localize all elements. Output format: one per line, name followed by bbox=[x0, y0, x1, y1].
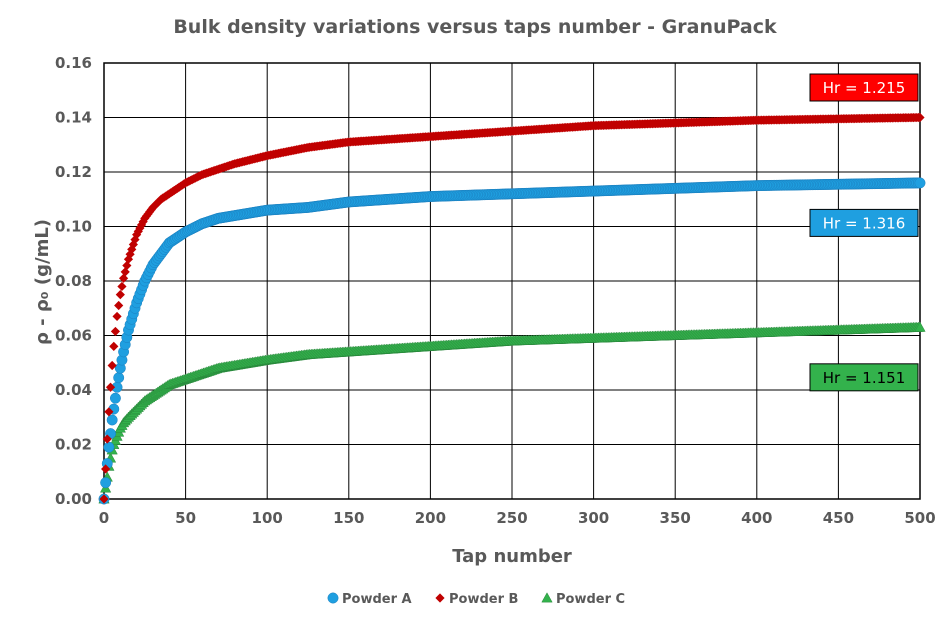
y-tick-label: 0.12 bbox=[55, 163, 92, 181]
series-powder-c bbox=[98, 321, 926, 504]
legend-item-powder-a: Powder A bbox=[327, 592, 412, 607]
x-axis-ticks: 0 50 100 150 200 250 300 350 400 450 500 bbox=[99, 509, 936, 527]
x-tick-label: 250 bbox=[496, 509, 527, 527]
powder-b-point bbox=[104, 407, 114, 417]
y-tick-label: 0.16 bbox=[55, 54, 92, 72]
annotation-layer: Hr = 1.316 Hr = 1.215 Hr = 1.151 bbox=[809, 73, 919, 392]
x-tick-label: 450 bbox=[823, 509, 854, 527]
chart-title: Bulk density variations versus taps numb… bbox=[173, 16, 777, 38]
annotation-text: Hr = 1.215 bbox=[823, 79, 906, 97]
powder-b-point bbox=[115, 290, 125, 300]
powder-a-point bbox=[103, 441, 115, 453]
x-tick-label: 150 bbox=[333, 509, 364, 527]
powder-b-point bbox=[114, 300, 124, 311]
powder-b-point bbox=[123, 254, 134, 264]
powder-b-point bbox=[120, 267, 130, 277]
powder-b-point bbox=[101, 464, 111, 474]
annotation-powder-a: Hr = 1.316 bbox=[809, 208, 919, 237]
x-axis-label: Tap number bbox=[452, 546, 572, 567]
powder-a-point bbox=[100, 477, 112, 489]
legend: Powder A Powder B Powder C bbox=[327, 592, 625, 607]
annotation-box bbox=[809, 208, 919, 237]
powder-b-point bbox=[915, 112, 925, 123]
legend-item-powder-c: Powder C bbox=[541, 592, 625, 607]
x-tick-label: 300 bbox=[578, 509, 609, 527]
legend-label-powder-c: Powder C bbox=[556, 592, 625, 607]
annotation-powder-b: Hr = 1.215 bbox=[809, 73, 919, 102]
x-tick-label: 400 bbox=[741, 509, 772, 527]
plot-area bbox=[103, 62, 921, 500]
legend-marker-powder-c bbox=[541, 592, 553, 603]
powder-b-point bbox=[110, 326, 121, 337]
powder-b-point bbox=[125, 249, 135, 259]
x-tick-label: 50 bbox=[175, 509, 196, 527]
y-axis-ticks: 0.00 0.02 0.04 0.06 0.08 0.10 0.12 0.14 0.16 bbox=[55, 54, 92, 508]
y-axis-label: ρ - ρ₀ (g/mL) bbox=[32, 219, 53, 345]
x-tick-label: 500 bbox=[904, 509, 935, 527]
series-powder-b bbox=[99, 112, 925, 504]
x-tick-label: 350 bbox=[660, 509, 691, 527]
powder-a-point bbox=[106, 414, 118, 426]
legend-marker-powder-b bbox=[435, 593, 445, 603]
powder-b-point bbox=[117, 281, 127, 292]
powder-b-point bbox=[112, 311, 122, 322]
series-powder-a bbox=[98, 177, 926, 505]
legend-marker-powder-a bbox=[327, 592, 339, 604]
y-tick-label: 0.14 bbox=[55, 109, 92, 127]
y-tick-label: 0.08 bbox=[55, 272, 92, 290]
powder-b-point bbox=[122, 260, 132, 271]
plot-grid bbox=[104, 63, 920, 499]
legend-label-powder-a: Powder A bbox=[342, 592, 412, 607]
powder-a-point bbox=[109, 392, 121, 404]
powder-b-point bbox=[118, 273, 129, 283]
y-tick-label: 0.00 bbox=[55, 490, 92, 508]
powder-b-point bbox=[105, 382, 116, 392]
y-tick-label: 0.06 bbox=[55, 327, 92, 345]
annotation-box bbox=[809, 363, 919, 392]
powder-b-point bbox=[109, 341, 119, 351]
y-tick-label: 0.04 bbox=[55, 381, 92, 399]
annotation-box bbox=[809, 73, 919, 102]
series-layer bbox=[98, 112, 926, 505]
annotation-powder-c: Hr = 1.151 bbox=[809, 363, 919, 392]
legend-label-powder-b: Powder B bbox=[449, 592, 518, 607]
annotation-text: Hr = 1.316 bbox=[823, 214, 906, 232]
powder-b-point bbox=[99, 494, 109, 504]
x-tick-label: 100 bbox=[252, 509, 283, 527]
legend-item-powder-b: Powder B bbox=[435, 592, 518, 607]
powder-b-point bbox=[102, 434, 112, 444]
annotation-text: Hr = 1.151 bbox=[823, 369, 906, 387]
powder-a-point bbox=[914, 177, 926, 189]
powder-c-point bbox=[914, 321, 926, 332]
powder-b-point bbox=[107, 360, 117, 371]
x-tick-label: 0 bbox=[99, 509, 109, 527]
powder-a-point bbox=[113, 372, 125, 384]
y-tick-label: 0.10 bbox=[55, 218, 92, 236]
y-tick-label: 0.02 bbox=[55, 436, 92, 454]
x-tick-label: 200 bbox=[415, 509, 446, 527]
